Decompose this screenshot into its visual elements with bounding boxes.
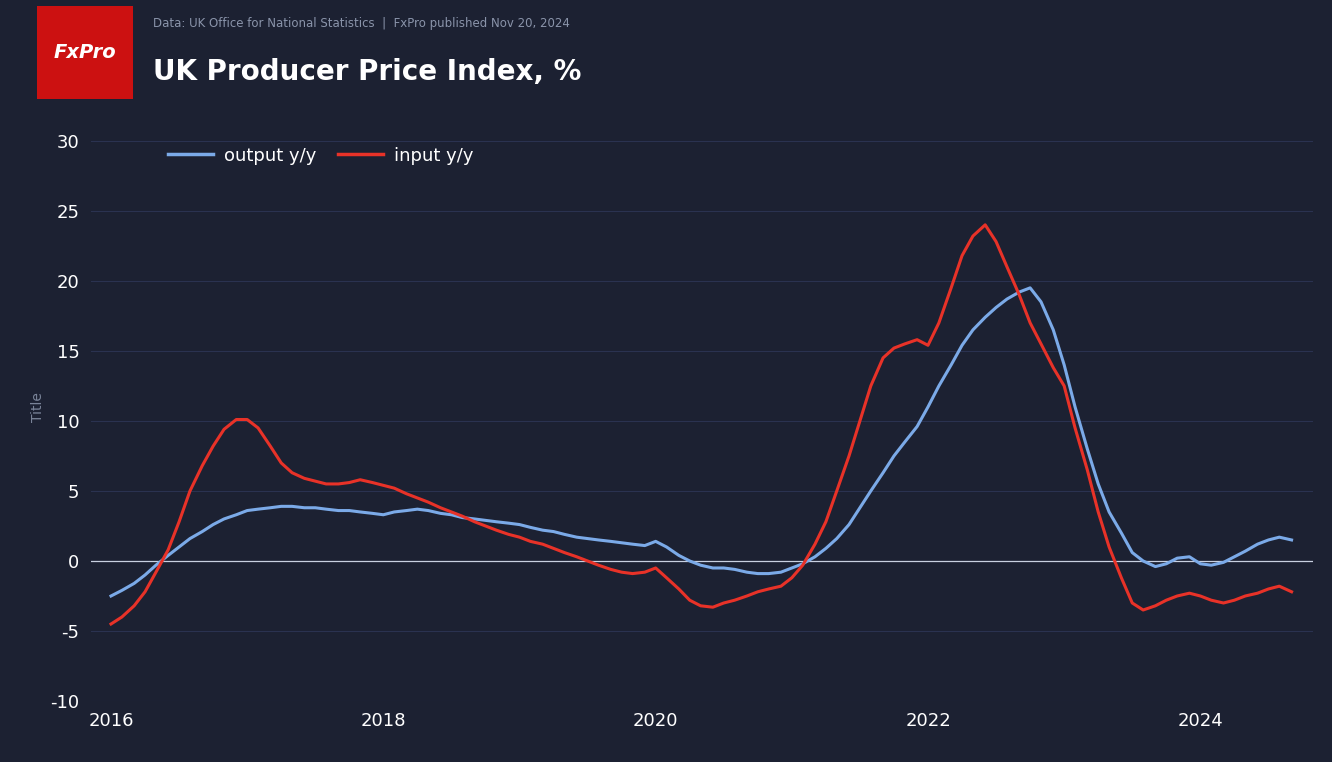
Legend: output y/y, input y/y: output y/y, input y/y <box>161 139 481 172</box>
Text: Data: UK Office for National Statistics  |  FxPro published Nov 20, 2024: Data: UK Office for National Statistics … <box>153 17 570 30</box>
Text: FxPro: FxPro <box>53 43 117 62</box>
Y-axis label: Title: Title <box>31 392 45 422</box>
Bar <box>37 6 133 99</box>
Text: UK Producer Price Index, %: UK Producer Price Index, % <box>153 57 582 85</box>
